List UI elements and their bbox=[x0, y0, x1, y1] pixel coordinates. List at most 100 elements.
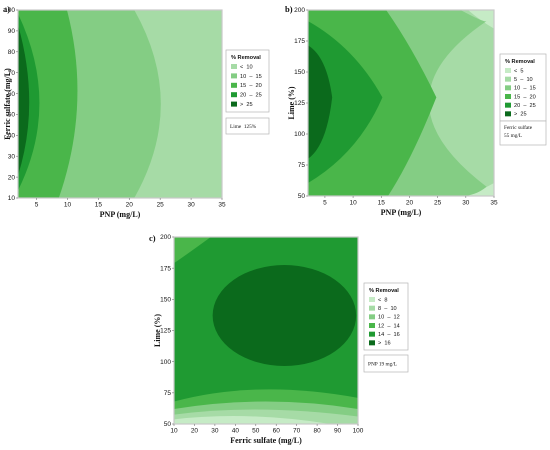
hold-value-text: 55 mg/L bbox=[504, 133, 522, 139]
x-tick-label: 40 bbox=[232, 428, 240, 435]
x-tick-label: 10 bbox=[170, 428, 178, 435]
legend-entry: 5 – 10 bbox=[514, 77, 533, 83]
legend-entry: 20 – 25 bbox=[514, 103, 536, 109]
legend-swatch bbox=[505, 111, 511, 117]
y-tick-label: 60 bbox=[8, 91, 16, 98]
hold-value-text: PNP 19 mg/L bbox=[368, 362, 397, 368]
x-axis-label: PNP (mg/L) bbox=[381, 208, 422, 217]
legend-swatch bbox=[231, 101, 237, 107]
x-tick-label: 25 bbox=[434, 200, 442, 207]
legend-entry: 10 – 15 bbox=[240, 74, 262, 80]
panel-b: b) 5 10 15 20 25 30 35 50 75 100 125 150 175 200 PNP (m… bbox=[285, 4, 547, 217]
y-tick-label: 175 bbox=[160, 265, 171, 272]
x-tick-label: 10 bbox=[64, 202, 72, 209]
panel-c: c) 10 20 30 40 50 60 70 80 90 100 50 75 100 125 150 175 2… bbox=[149, 233, 409, 445]
legend-entry: 10 – 15 bbox=[514, 86, 536, 92]
contour-region-lt5-bottom bbox=[467, 182, 494, 196]
legend-entry: > 25 bbox=[514, 112, 527, 118]
x-tick-label: 5 bbox=[323, 200, 327, 207]
y-tick-label: 20 bbox=[8, 174, 16, 181]
y-tick-label: 90 bbox=[8, 28, 16, 35]
y-tick-label: 40 bbox=[8, 133, 16, 140]
hold-values-box bbox=[499, 120, 547, 146]
legend-entry: 12 – 14 bbox=[378, 323, 400, 329]
y-tick-label: 100 bbox=[294, 131, 305, 138]
x-tick-label: 30 bbox=[462, 200, 470, 207]
legend-entry: > 25 bbox=[240, 102, 253, 108]
hold-values-box bbox=[363, 354, 409, 373]
legend-swatch bbox=[369, 305, 375, 311]
x-tick-label: 35 bbox=[490, 200, 498, 207]
y-tick-label: 175 bbox=[294, 38, 305, 45]
hold-value-text: Lime 125% bbox=[230, 124, 257, 130]
y-tick-label: 50 bbox=[298, 193, 306, 200]
y-tick-label: 125 bbox=[160, 328, 171, 335]
y-tick-label: 150 bbox=[160, 297, 171, 304]
contour-region-12-14-corner bbox=[174, 237, 211, 264]
y-axis-label: Ferric sulfate (mg/L) bbox=[3, 68, 12, 140]
y-tick-label: 150 bbox=[294, 69, 305, 76]
legend-swatch bbox=[505, 102, 511, 108]
legend-swatch bbox=[231, 64, 237, 69]
x-tick-label: 10 bbox=[349, 200, 357, 207]
legend-entry: 10 – 12 bbox=[378, 315, 400, 321]
legend-swatch bbox=[369, 331, 375, 337]
panel-label: a) bbox=[3, 4, 10, 14]
x-tick-label: 70 bbox=[293, 428, 301, 435]
legend-entry: 15 – 20 bbox=[514, 94, 536, 100]
y-tick-label: 75 bbox=[298, 162, 306, 169]
hold-values-box bbox=[225, 117, 270, 135]
legend-title: % Removal bbox=[505, 59, 535, 65]
panel-a: a) 5 10 15 20 25 30 35 10 20 30 40 50 60 70 80 90 100 PNP … bbox=[3, 4, 270, 219]
y-tick-label: 10 bbox=[8, 195, 16, 202]
legend-entry: 8 – 10 bbox=[378, 306, 397, 312]
legend-entry: < 8 bbox=[378, 297, 388, 303]
y-tick-label: 70 bbox=[8, 70, 16, 77]
legend-swatch bbox=[231, 92, 237, 98]
contour-region-lt5-top bbox=[467, 10, 494, 29]
x-tick-label: 50 bbox=[252, 428, 260, 435]
contour-fill bbox=[174, 237, 358, 424]
y-tick-label: 100 bbox=[160, 359, 171, 366]
legend-swatch bbox=[231, 73, 237, 79]
legend: % Removal < 8 8 – 10 10 – 12 12 – 14 14 – 16 >… bbox=[363, 282, 409, 351]
y-tick-label: 50 bbox=[8, 112, 16, 119]
y-tick-label: 80 bbox=[8, 49, 16, 56]
y-axis-label: Lime (%) bbox=[153, 314, 162, 347]
legend-entry: < 5 bbox=[514, 68, 524, 74]
x-tick-label: 60 bbox=[273, 428, 281, 435]
legend-swatch bbox=[505, 94, 511, 99]
contour-region-gt25 bbox=[308, 45, 333, 159]
hold-value-text: Ferric sulfate bbox=[504, 124, 533, 131]
legend-swatch bbox=[369, 340, 375, 346]
x-tick-label: 35 bbox=[218, 202, 226, 209]
y-tick-label: 50 bbox=[164, 421, 172, 428]
contour-region-lt8 bbox=[174, 416, 331, 424]
contour-region-gt25 bbox=[18, 25, 30, 176]
legend: % Removal < 10 10 – 15 15 – 20 20 – 25 > 25 bbox=[225, 49, 270, 113]
x-tick-label: 20 bbox=[126, 202, 134, 209]
contour-region-gt16 bbox=[212, 265, 357, 367]
x-tick-label: 20 bbox=[191, 428, 199, 435]
legend-entry: 15 – 20 bbox=[240, 83, 262, 89]
legend: % Removal < 5 5 – 10 10 – 15 15 – 20 20 – 25 >… bbox=[499, 53, 547, 122]
y-tick-label: 30 bbox=[8, 153, 16, 160]
x-axis-label: Ferric sulfate (mg/L) bbox=[230, 436, 302, 445]
y-tick-label: 125 bbox=[294, 100, 305, 107]
x-tick-label: 90 bbox=[334, 428, 342, 435]
y-tick-label: 75 bbox=[164, 390, 172, 397]
legend-swatch bbox=[369, 297, 375, 302]
legend-swatch bbox=[369, 314, 375, 320]
x-tick-label: 30 bbox=[211, 428, 219, 435]
y-axis-label: Lime (%) bbox=[287, 86, 296, 119]
legend-swatch bbox=[505, 85, 511, 91]
legend-entry: < 10 bbox=[240, 64, 253, 70]
legend-entry: > 16 bbox=[378, 341, 391, 347]
x-tick-label: 25 bbox=[157, 202, 165, 209]
x-tick-label: 100 bbox=[353, 428, 364, 435]
contour-region-20-25 bbox=[308, 21, 383, 183]
legend-title: % Removal bbox=[369, 288, 399, 294]
legend-swatch bbox=[505, 68, 511, 73]
legend-swatch bbox=[369, 323, 375, 328]
